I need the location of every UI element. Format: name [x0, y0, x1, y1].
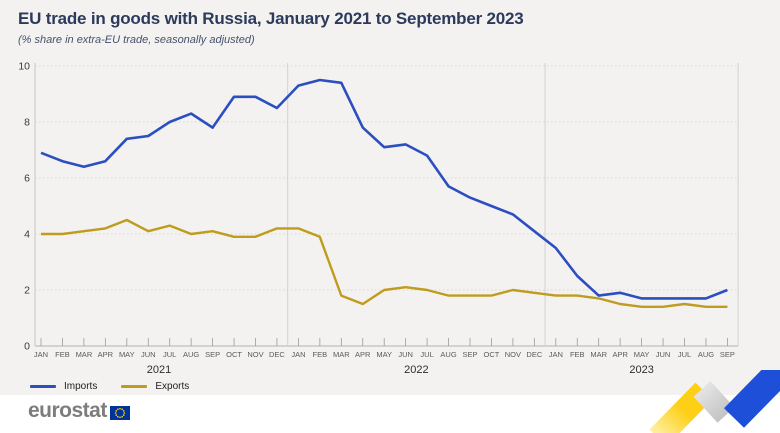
year-label: 2022 — [404, 364, 428, 376]
gridlines — [35, 65, 739, 291]
imports-swatch-icon — [30, 385, 56, 388]
month-label: MAR — [590, 350, 607, 359]
month-label: APR — [612, 350, 628, 359]
y-tick-label: 10 — [18, 61, 30, 73]
trade-line-chart: 0 2 4 6 8 10 JAN FEB MAR APR MAY JUN JUL AUG SEP OCT NO… — [18, 61, 739, 376]
y-tick-label: 6 — [24, 173, 30, 185]
month-label: JUN — [656, 350, 671, 359]
y-tick-label: 0 — [24, 341, 30, 353]
month-label: APR — [98, 350, 114, 359]
month-label: NOV — [247, 350, 263, 359]
month-label: MAY — [119, 350, 135, 359]
month-label: JAN — [34, 350, 48, 359]
month-label: DEC — [269, 350, 285, 359]
month-label: APR — [355, 350, 371, 359]
y-tick-label: 4 — [24, 229, 30, 241]
y-tick-label: 8 — [24, 117, 30, 129]
year-label: 2021 — [147, 364, 171, 376]
month-label: JUN — [398, 350, 413, 359]
month-label: JUL — [163, 350, 176, 359]
legend-item-exports: Exports — [121, 381, 189, 392]
legend-label-imports: Imports — [64, 381, 98, 392]
month-label: SEP — [720, 350, 735, 359]
legend-label-exports: Exports — [155, 381, 190, 392]
chart-header: EU trade in goods with Russia, January 2… — [18, 9, 524, 46]
eurostat-logo-text: eurostat — [28, 399, 107, 422]
year-label: 2023 — [629, 364, 653, 376]
eurostat-logo: eurostat — [28, 399, 130, 423]
month-label: JAN — [549, 350, 563, 359]
imports-line — [40, 78, 728, 300]
x-axis-labels: JAN FEB MAR APR MAY JUN JUL AUG SEP OCT NOV DEC 2021… — [34, 338, 735, 376]
month-label: JUL — [678, 350, 691, 359]
month-label: MAR — [333, 350, 350, 359]
month-label: MAY — [634, 350, 650, 359]
eu-flag-icon — [109, 405, 130, 420]
y-tick-label: 2 — [24, 285, 30, 297]
month-label: JAN — [291, 350, 305, 359]
y-axis-labels: 0 2 4 6 8 10 — [18, 61, 30, 353]
chart-background-panel — [0, 0, 780, 395]
footer: eurostat — [0, 395, 780, 433]
month-label: JUN — [141, 350, 156, 359]
month-label: AUG — [183, 350, 199, 359]
month-label: OCT — [226, 350, 242, 359]
month-label: SEP — [462, 350, 477, 359]
month-label: DEC — [526, 350, 542, 359]
exports-line — [41, 218, 728, 309]
month-label: AUG — [698, 350, 714, 359]
month-label: MAR — [76, 350, 93, 359]
month-label: SEP — [205, 350, 220, 359]
page-subtitle: (% share in extra-EU trade, seasonally a… — [18, 34, 255, 46]
axes — [34, 63, 739, 347]
month-label: FEB — [313, 350, 328, 359]
legend-item-imports: Imports — [30, 381, 97, 392]
arrow-blue-segment — [723, 370, 780, 428]
month-label: JUL — [420, 350, 433, 359]
statistics-arrow-graphic — [649, 370, 780, 433]
chart-legend: Imports Exports — [30, 381, 189, 392]
month-label: AUG — [440, 350, 456, 359]
month-label: FEB — [570, 350, 585, 359]
exports-swatch-icon — [121, 385, 148, 388]
month-label: OCT — [484, 350, 500, 359]
month-label: MAY — [376, 350, 392, 359]
month-label: FEB — [55, 350, 70, 359]
arrow-gray-segment — [693, 381, 735, 423]
page-title: EU trade in goods with Russia, January 2… — [18, 9, 524, 28]
month-label: NOV — [505, 350, 521, 359]
